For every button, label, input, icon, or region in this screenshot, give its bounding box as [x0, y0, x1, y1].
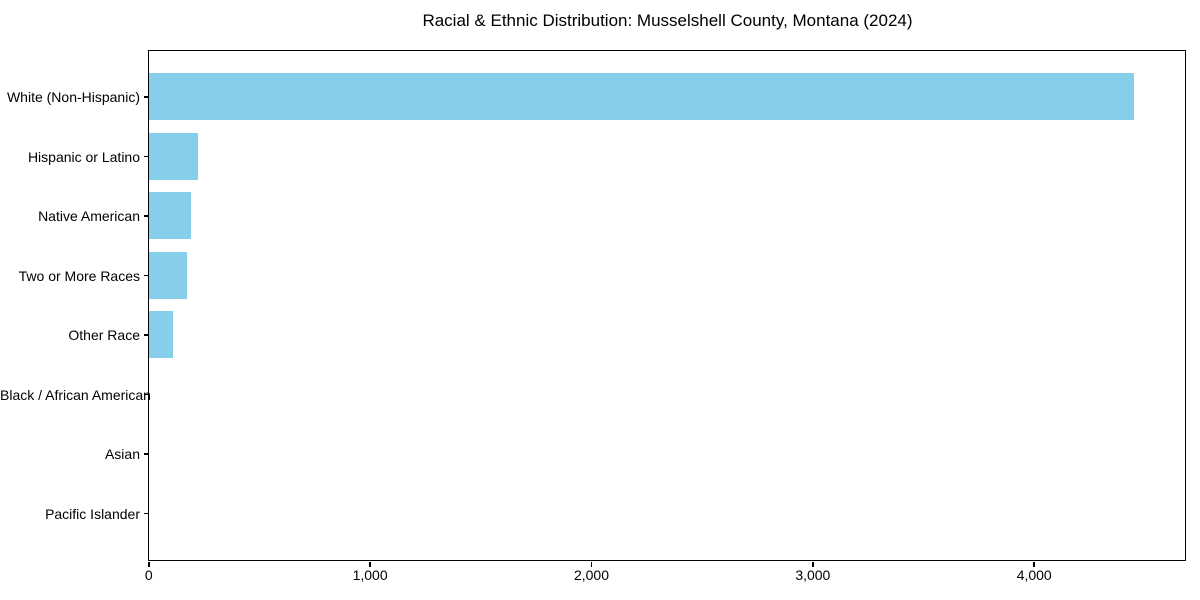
y-tick-mark [143, 155, 148, 158]
x-tick-mark [148, 562, 150, 567]
x-tick-label: 4,000 [1016, 567, 1052, 583]
y-tick-label: Asian [104, 446, 140, 462]
y-tick-mark [143, 334, 148, 336]
y-tick-label: Hispanic or Latino [27, 148, 140, 165]
bar [149, 132, 198, 180]
x-tick-mark [812, 562, 814, 567]
bar [149, 73, 1134, 120]
y-tick-label: Pacific Islander [45, 505, 140, 522]
bar [149, 192, 191, 239]
x-tick-label: 1,000 [352, 567, 388, 583]
x-tick-mark [369, 562, 371, 567]
chart-title: Racial & Ethnic Distribution: Musselshel… [422, 11, 913, 30]
bar [149, 251, 187, 299]
y-tick-mark [143, 512, 148, 515]
x-tick-label: 3,000 [795, 567, 831, 583]
x-tick-label: 0 [144, 567, 153, 583]
y-tick-label: Two or More Races [18, 267, 140, 284]
y-tick-mark [143, 453, 148, 455]
plot-area [148, 50, 1186, 561]
y-tick-label: Black / African American [0, 386, 151, 403]
x-tick-mark [590, 562, 593, 567]
y-tick-mark [143, 215, 148, 217]
y-tick-mark [143, 393, 148, 396]
bar [149, 311, 173, 358]
y-tick-label: Native American [38, 208, 140, 224]
y-tick-mark [143, 96, 148, 98]
y-tick-mark [143, 274, 148, 277]
x-tick-mark [1033, 562, 1035, 567]
y-tick-label: Other Race [68, 327, 140, 343]
x-tick-label: 2,000 [573, 567, 609, 583]
y-tick-label: White (Non-Hispanic) [6, 89, 140, 105]
